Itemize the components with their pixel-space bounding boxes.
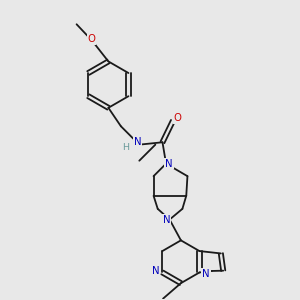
Text: O: O — [87, 34, 95, 44]
Text: N: N — [134, 137, 142, 147]
Text: N: N — [152, 266, 160, 276]
Text: O: O — [173, 113, 181, 123]
Text: H: H — [122, 142, 129, 152]
Text: N: N — [202, 269, 210, 279]
Text: N: N — [165, 159, 173, 169]
Text: N: N — [163, 214, 170, 224]
